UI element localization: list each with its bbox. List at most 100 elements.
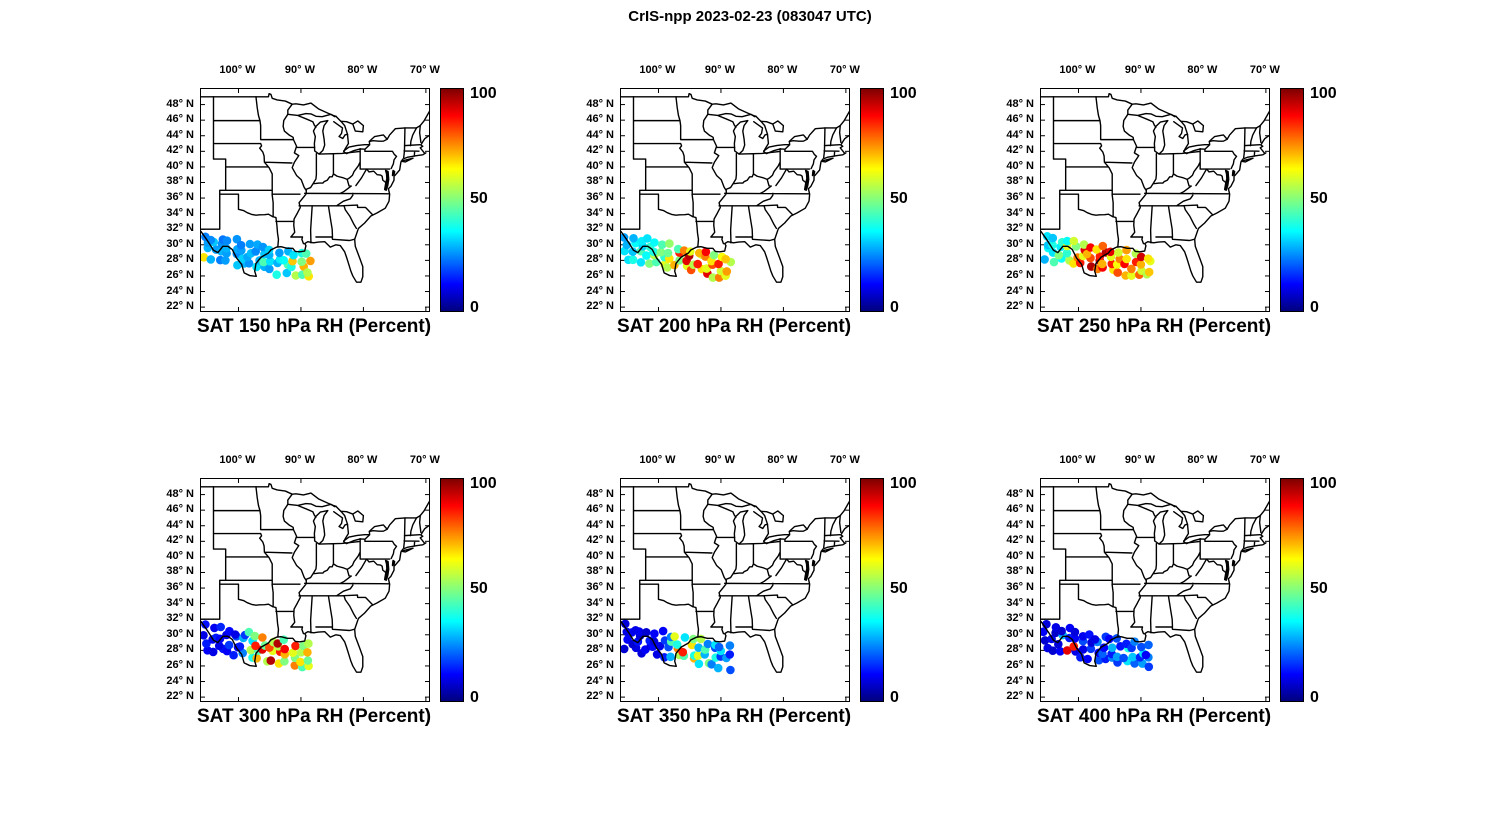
lat-tick-label: 22° N (166, 690, 194, 703)
lat-tick-label: 42° N (1006, 534, 1034, 547)
data-point (1141, 650, 1151, 660)
data-point (216, 622, 225, 632)
data-point (1062, 646, 1072, 655)
data-point (265, 264, 274, 274)
lat-tick-label: 34° N (166, 596, 194, 609)
data-point (657, 240, 667, 249)
data-point (1069, 642, 1079, 651)
lat-tick-label: 46° N (586, 503, 614, 516)
data-point (636, 258, 646, 267)
lat-tick-label: 46° N (166, 113, 194, 126)
data-point (726, 665, 735, 675)
data-point (650, 238, 659, 247)
colorbar-tick-100: 100 (470, 475, 497, 492)
data-point (1069, 259, 1078, 268)
colorbar-tick-0: 0 (1310, 689, 1319, 706)
colorbar-tick-50: 50 (890, 580, 908, 597)
lat-tick-label: 40° N (166, 549, 194, 562)
data-point (1048, 233, 1058, 243)
data-point (722, 267, 732, 276)
colorbar (440, 478, 464, 702)
map-box (200, 88, 430, 312)
data-point (1062, 236, 1072, 246)
data-point (202, 639, 211, 648)
data-point (264, 245, 274, 255)
colorbar-tick-50: 50 (470, 190, 488, 207)
data-point (208, 647, 218, 657)
lon-tick-label: 100° W (1059, 454, 1096, 466)
colorbar-tick-100: 100 (1310, 475, 1337, 492)
scatter-layer (621, 89, 849, 311)
data-point (291, 271, 301, 280)
lat-tick-label: 40° N (586, 549, 614, 562)
colorbar-tick-100: 100 (890, 475, 917, 492)
data-point (1136, 252, 1146, 262)
lat-tick-label: 46° N (1006, 113, 1034, 126)
lat-tick-label: 32° N (1006, 612, 1034, 625)
lat-tick-label: 48° N (1006, 97, 1034, 110)
lat-tick-label: 36° N (586, 191, 614, 204)
lat-tick-label: 42° N (166, 534, 194, 547)
subplot-title: SAT 350 hPa RH (Percent) (616, 706, 852, 727)
data-point (232, 234, 242, 244)
data-point (663, 248, 673, 258)
lat-tick-label: 30° N (1006, 237, 1034, 250)
lat-tick-label: 34° N (166, 206, 194, 219)
lon-tick-label: 90° W (1124, 454, 1155, 466)
data-point (279, 255, 288, 265)
lat-tick-label: 32° N (166, 222, 194, 235)
lon-tick-label: 100° W (1059, 64, 1096, 76)
lon-tick-label: 100° W (219, 64, 256, 76)
data-point (1113, 268, 1122, 277)
scatter-layer (1041, 479, 1269, 701)
data-point (291, 641, 300, 651)
lat-tick-label: 40° N (586, 159, 614, 172)
lat-tick-label: 40° N (166, 159, 194, 172)
scatter-layer (201, 479, 429, 701)
data-point (621, 644, 629, 654)
lon-tick-label: 70° W (1249, 454, 1280, 466)
subplot-300hpa: 100° W 90° W 80° W 70° W 48° N 46° N 44° N 42°… (138, 448, 508, 748)
lon-tick-label: 80° W (767, 64, 798, 76)
lat-tick-label: 40° N (1006, 549, 1034, 562)
lat-tick-label: 26° N (586, 268, 614, 281)
lat-tick-label: 28° N (1006, 643, 1034, 656)
lat-tick-label: 24° N (1006, 284, 1034, 297)
data-point (1137, 642, 1146, 652)
lat-tick-label: 38° N (166, 565, 194, 578)
data-point (1143, 254, 1153, 263)
colorbar-tick-50: 50 (1310, 580, 1328, 597)
data-point (721, 254, 730, 264)
data-point (251, 247, 260, 256)
data-point (1048, 240, 1057, 250)
data-point (1144, 662, 1154, 672)
us-map (621, 93, 849, 283)
colorbar-tick-0: 0 (470, 299, 479, 316)
data-point (296, 648, 306, 657)
scatter-layer (1041, 89, 1269, 311)
data-point (694, 643, 703, 652)
data-point (714, 259, 723, 269)
lat-tick-label: 32° N (586, 222, 614, 235)
lat-tick-label: 28° N (586, 253, 614, 266)
lat-tick-label: 28° N (586, 643, 614, 656)
data-point (650, 629, 659, 638)
us-map (1041, 93, 1269, 283)
data-point (280, 657, 289, 666)
data-point (642, 628, 651, 637)
lon-tick-label: 90° W (284, 454, 315, 466)
lat-tick-label: 22° N (1006, 300, 1034, 313)
data-point (1049, 257, 1059, 267)
data-point (272, 270, 281, 279)
subplot-title: SAT 300 hPa RH (Percent) (196, 706, 432, 727)
data-point (694, 659, 704, 669)
data-point (224, 640, 234, 650)
data-point (628, 247, 638, 256)
data-point (221, 256, 230, 265)
data-point (275, 248, 284, 258)
lat-tick-label: 38° N (1006, 175, 1034, 188)
data-point (714, 642, 724, 652)
subplot-title: SAT 200 hPa RH (Percent) (616, 316, 852, 337)
lat-tick-label: 28° N (1006, 253, 1034, 266)
data-point (1085, 630, 1094, 639)
